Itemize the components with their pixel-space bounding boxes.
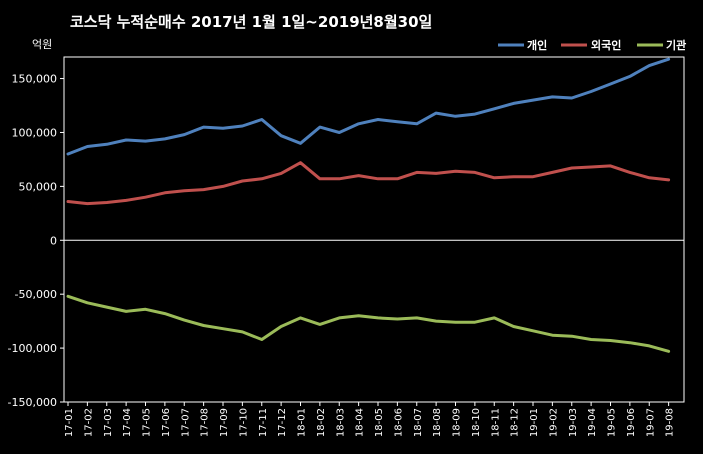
- y-axis-ticks: 150,000 100,000 50,000 0 -50,000 -100,000 -150…: [8, 73, 64, 409]
- x-tick-label: 19-03: [568, 408, 579, 437]
- y-tick-label: -50,000: [15, 288, 57, 301]
- x-tick-label: 19-08: [665, 408, 676, 437]
- x-tick-label: 19-05: [607, 408, 618, 437]
- legend-label-0: 개인: [527, 38, 547, 52]
- y-tick-label: 150,000: [12, 73, 58, 86]
- x-tick-label: 19-02: [548, 408, 559, 437]
- x-tick-label: 18-08: [432, 408, 443, 437]
- x-tick-label: 18-01: [297, 408, 308, 437]
- x-tick-label: 17-02: [83, 408, 94, 437]
- x-tick-label: 19-01: [529, 408, 540, 437]
- series-lines: [66, 57, 671, 353]
- x-tick-label: 18-04: [355, 408, 366, 437]
- axes: [63, 56, 685, 403]
- y-tick-label: 0: [50, 234, 57, 247]
- x-tick-label: 19-07: [645, 408, 656, 437]
- x-tick-label: 17-11: [258, 408, 269, 437]
- x-tick-label: 17-05: [142, 408, 153, 437]
- x-tick-label: 19-04: [587, 408, 598, 437]
- x-tick-label: 17-01: [64, 408, 75, 437]
- x-tick-label: 19-06: [626, 408, 637, 437]
- series-line-0: [66, 57, 671, 156]
- y-tick-label: -150,000: [8, 396, 57, 409]
- x-tick-label: 17-12: [277, 408, 288, 437]
- y-tick-label: 50,000: [19, 180, 58, 193]
- chart-title: 코스닥 누적순매수 2017년 1월 1일~2019년8월30일: [70, 13, 432, 31]
- series-line-2: [66, 294, 671, 353]
- x-tick-label: 18-11: [490, 408, 501, 437]
- x-tick-label: 18-02: [316, 408, 327, 437]
- x-tick-label: 18-06: [393, 408, 404, 437]
- x-tick-label: 17-06: [161, 408, 172, 437]
- legend-label-1: 외국인: [591, 38, 621, 52]
- y-tick-label: -100,000: [8, 342, 57, 355]
- x-tick-label: 17-09: [219, 408, 230, 437]
- x-tick-label: 18-07: [413, 408, 424, 437]
- x-tick-label: 17-07: [180, 408, 191, 437]
- legend: 개인 외국인 기관: [498, 38, 686, 52]
- x-tick-label: 18-12: [510, 408, 521, 437]
- x-tick-label: 17-08: [200, 408, 211, 437]
- x-tick-label: 17-10: [238, 408, 249, 437]
- legend-label-2: 기관: [666, 38, 686, 52]
- series-line-1: [66, 161, 671, 206]
- x-axis-ticks: 17-01 17-02 17-03 17-04 17-05 17-06 17-07 17-08…: [64, 402, 676, 437]
- x-tick-label: 17-03: [103, 408, 114, 437]
- x-tick-label: 18-09: [452, 408, 463, 437]
- x-tick-label: 17-04: [122, 408, 133, 437]
- unit-label: 억원: [32, 38, 52, 51]
- x-tick-label: 18-10: [471, 408, 482, 437]
- x-tick-label: 18-05: [374, 408, 385, 437]
- x-tick-label: 18-03: [335, 408, 346, 437]
- plot-area: [63, 56, 685, 403]
- y-tick-label: 100,000: [12, 126, 58, 139]
